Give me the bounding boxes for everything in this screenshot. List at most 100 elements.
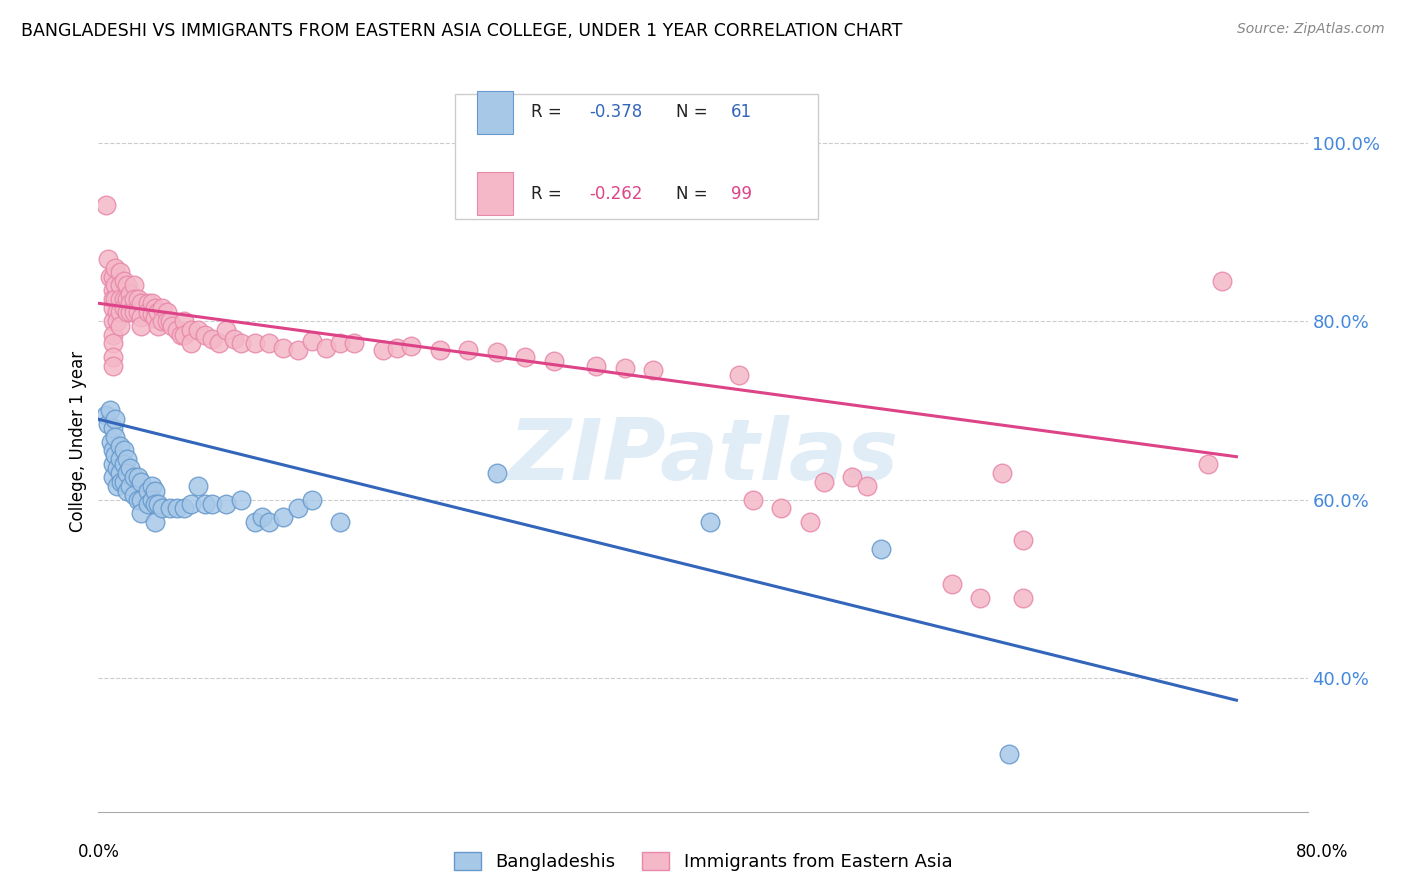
Point	[112, 475, 135, 489]
Point	[152, 501, 174, 516]
Point	[141, 479, 163, 493]
Point	[115, 305, 138, 319]
Point	[118, 479, 141, 493]
Point	[101, 350, 124, 364]
Point	[118, 296, 141, 310]
Point	[156, 305, 179, 319]
Point	[129, 318, 152, 333]
Point	[613, 360, 636, 375]
Point	[229, 336, 252, 351]
Point	[101, 327, 124, 342]
Text: 99: 99	[731, 185, 752, 202]
Point	[129, 506, 152, 520]
Point	[129, 492, 152, 507]
Point	[194, 327, 217, 342]
Point	[146, 305, 169, 319]
Point	[543, 354, 565, 368]
Point	[855, 479, 877, 493]
Text: 0.0%: 0.0%	[77, 843, 120, 861]
Point	[343, 336, 366, 351]
Point	[101, 292, 124, 306]
Point	[104, 278, 127, 293]
Point	[941, 577, 963, 591]
Point	[257, 515, 280, 529]
Point	[1012, 533, 1035, 547]
Point	[101, 470, 124, 484]
Text: ZIPatlas: ZIPatlas	[508, 415, 898, 498]
Point	[1211, 274, 1233, 288]
Point	[105, 314, 128, 328]
Legend: Bangladeshis, Immigrants from Eastern Asia: Bangladeshis, Immigrants from Eastern As…	[446, 845, 960, 879]
Point	[273, 510, 295, 524]
Point	[485, 345, 508, 359]
Point	[143, 311, 166, 326]
Point	[215, 497, 238, 511]
Point	[146, 497, 169, 511]
Point	[127, 470, 149, 484]
Point	[813, 475, 835, 489]
Point	[108, 466, 131, 480]
Text: N =: N =	[676, 103, 713, 121]
Point	[187, 323, 209, 337]
Point	[98, 403, 121, 417]
Point	[250, 510, 273, 524]
Point	[112, 443, 135, 458]
Point	[1197, 457, 1219, 471]
Point	[108, 452, 131, 467]
Point	[105, 305, 128, 319]
Point	[101, 301, 124, 315]
Point	[105, 479, 128, 493]
Point	[770, 501, 793, 516]
Point	[104, 448, 127, 462]
Point	[115, 292, 138, 306]
Point	[112, 292, 135, 306]
Point	[141, 307, 163, 321]
Point	[229, 492, 252, 507]
Point	[98, 269, 121, 284]
Point	[515, 350, 537, 364]
Text: R =: R =	[531, 185, 567, 202]
Point	[136, 483, 159, 498]
Point	[301, 334, 323, 348]
Point	[108, 278, 131, 293]
Point	[101, 336, 124, 351]
Point	[201, 497, 224, 511]
Point	[385, 341, 408, 355]
Text: BANGLADESHI VS IMMIGRANTS FROM EASTERN ASIA COLLEGE, UNDER 1 YEAR CORRELATION CH: BANGLADESHI VS IMMIGRANTS FROM EASTERN A…	[21, 22, 903, 40]
Point	[129, 296, 152, 310]
Point	[969, 591, 991, 605]
Point	[97, 252, 120, 266]
Point	[101, 269, 124, 284]
Point	[94, 408, 117, 422]
Point	[108, 318, 131, 333]
Point	[869, 541, 891, 556]
Point	[129, 475, 152, 489]
Point	[699, 515, 721, 529]
Point	[101, 457, 124, 471]
Text: -0.378: -0.378	[589, 103, 643, 121]
Point	[118, 305, 141, 319]
Point	[585, 359, 607, 373]
Point	[101, 314, 124, 328]
Point	[173, 314, 195, 328]
Point	[243, 336, 266, 351]
Point	[118, 461, 141, 475]
Point	[713, 171, 735, 186]
Point	[329, 336, 352, 351]
Point	[173, 327, 195, 342]
Point	[273, 341, 295, 355]
Point	[136, 305, 159, 319]
Point	[122, 292, 145, 306]
Point	[104, 260, 127, 275]
Point	[156, 314, 179, 328]
Point	[112, 301, 135, 315]
Point	[187, 479, 209, 493]
Point	[401, 339, 423, 353]
Point	[108, 265, 131, 279]
Point	[141, 492, 163, 507]
Point	[222, 332, 245, 346]
Point	[180, 336, 202, 351]
Point	[243, 515, 266, 529]
Point	[799, 515, 821, 529]
Point	[371, 343, 394, 357]
